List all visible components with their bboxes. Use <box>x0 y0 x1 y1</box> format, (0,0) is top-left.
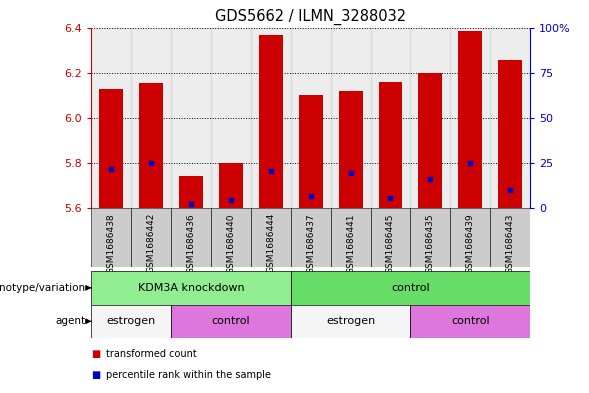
Text: control: control <box>211 316 250 326</box>
Text: GSM1686436: GSM1686436 <box>187 213 196 274</box>
Bar <box>179 176 203 208</box>
Text: control: control <box>451 316 489 326</box>
Text: GSM1686444: GSM1686444 <box>266 213 275 274</box>
Bar <box>299 95 323 208</box>
Text: ■: ■ <box>91 370 101 380</box>
Bar <box>131 208 171 267</box>
Bar <box>211 28 251 208</box>
Bar <box>259 35 283 208</box>
Bar <box>171 305 291 338</box>
Bar <box>291 305 411 338</box>
Text: percentile rank within the sample: percentile rank within the sample <box>106 370 271 380</box>
Text: estrogen: estrogen <box>107 316 156 326</box>
Bar <box>219 163 243 208</box>
Text: ■: ■ <box>91 349 101 359</box>
Bar <box>251 208 291 267</box>
Text: GSM1686437: GSM1686437 <box>306 213 315 274</box>
Bar <box>370 28 411 208</box>
Text: GSM1686439: GSM1686439 <box>466 213 475 274</box>
Bar <box>91 208 131 267</box>
Bar <box>291 271 530 305</box>
Bar <box>330 28 370 208</box>
Bar <box>498 60 522 208</box>
Bar <box>91 305 171 338</box>
Bar <box>251 28 291 208</box>
Bar <box>418 73 442 208</box>
Bar <box>91 271 291 305</box>
Text: GSM1686443: GSM1686443 <box>505 213 515 274</box>
Bar <box>171 28 211 208</box>
Bar <box>411 28 451 208</box>
Bar <box>131 28 171 208</box>
Bar <box>490 208 530 267</box>
Bar <box>330 208 370 267</box>
Text: estrogen: estrogen <box>326 316 375 326</box>
Bar <box>139 83 163 208</box>
Text: transformed count: transformed count <box>106 349 197 359</box>
Bar <box>100 88 123 208</box>
Text: KDM3A knockdown: KDM3A knockdown <box>138 283 244 293</box>
Text: GSM1686442: GSM1686442 <box>147 213 155 274</box>
Bar <box>291 28 330 208</box>
Bar <box>211 208 251 267</box>
Text: GSM1686441: GSM1686441 <box>346 213 355 274</box>
Text: GSM1686445: GSM1686445 <box>386 213 395 274</box>
Text: GSM1686435: GSM1686435 <box>426 213 435 274</box>
Title: GDS5662 / ILMN_3288032: GDS5662 / ILMN_3288032 <box>215 9 406 25</box>
Text: genotype/variation: genotype/variation <box>0 283 85 293</box>
Text: GSM1686438: GSM1686438 <box>107 213 116 274</box>
Text: control: control <box>391 283 430 293</box>
Bar <box>451 208 490 267</box>
Bar <box>171 208 211 267</box>
Bar <box>490 28 530 208</box>
Bar <box>291 208 330 267</box>
Bar <box>451 28 490 208</box>
Bar <box>339 91 363 208</box>
Text: agent: agent <box>55 316 85 326</box>
Bar <box>379 82 402 208</box>
Bar <box>91 28 131 208</box>
Text: GSM1686440: GSM1686440 <box>226 213 236 274</box>
Bar <box>370 208 411 267</box>
Bar <box>411 305 530 338</box>
Bar <box>411 208 451 267</box>
Bar <box>458 31 482 208</box>
